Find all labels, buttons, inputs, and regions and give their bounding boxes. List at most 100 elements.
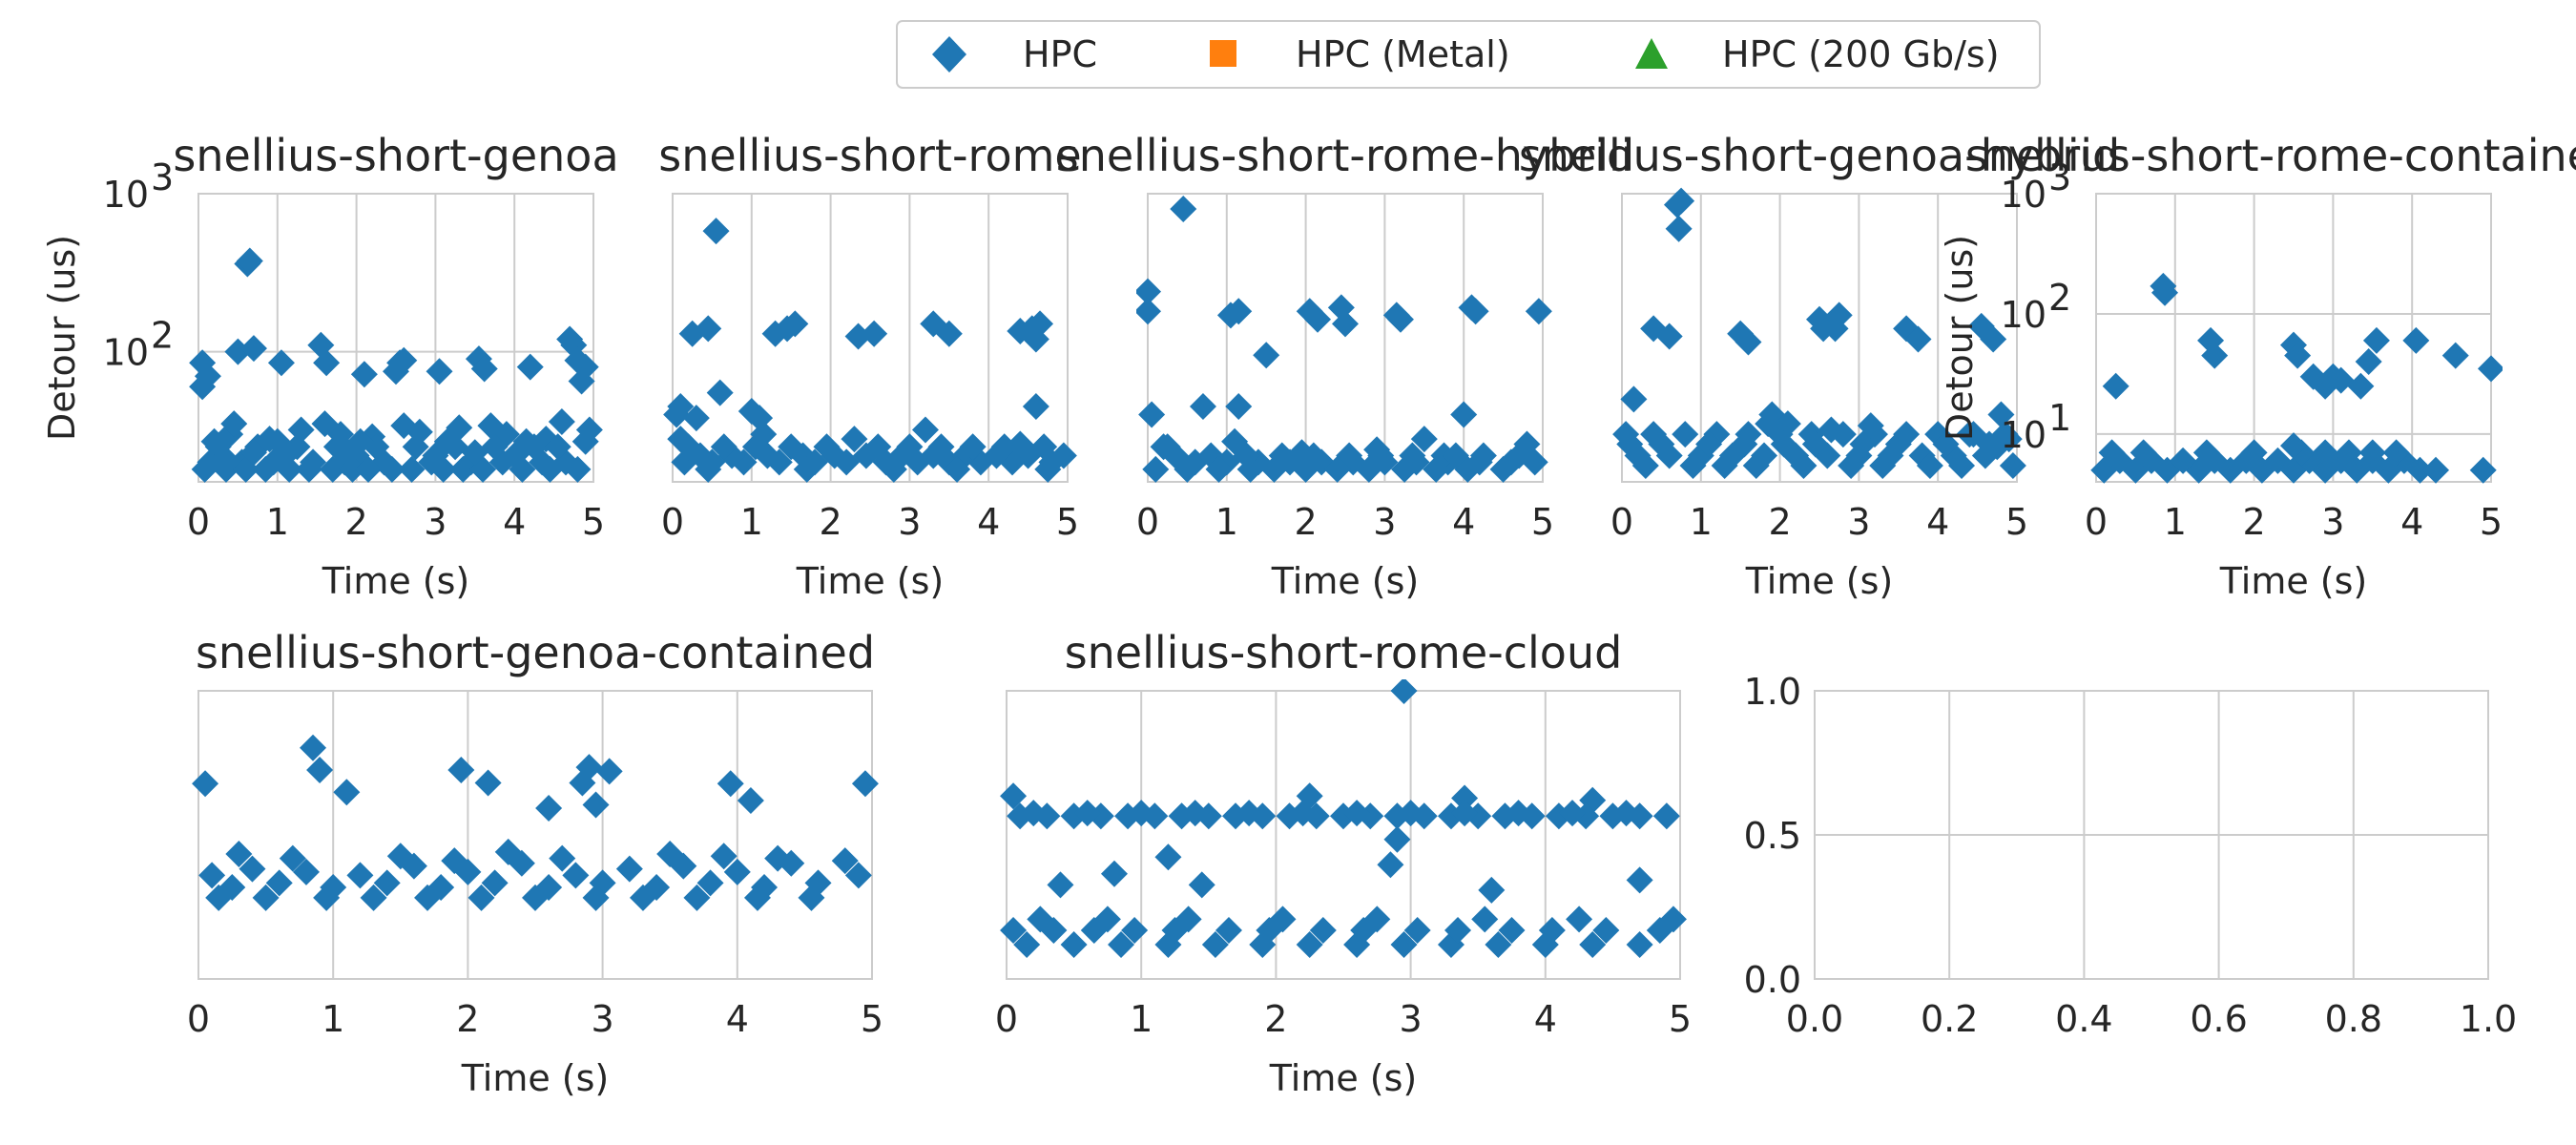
data-point xyxy=(252,884,280,911)
x-axis-label: Time (s) xyxy=(2219,560,2368,602)
data-point xyxy=(1154,843,1182,871)
data-point xyxy=(2335,439,2362,467)
data-point xyxy=(1655,323,1683,350)
data-point xyxy=(319,455,346,483)
data-point xyxy=(441,847,468,875)
data-point xyxy=(191,455,218,483)
data-point xyxy=(1538,917,1566,945)
data-point xyxy=(944,455,971,483)
y-axis-label: Detour (us) xyxy=(41,235,83,441)
data-point xyxy=(1559,800,1587,827)
x-tick-label: 4 xyxy=(726,998,749,1040)
data-point xyxy=(1999,452,2026,480)
data-point xyxy=(536,455,564,483)
data-point xyxy=(1225,298,1253,325)
data-point xyxy=(1987,401,2015,428)
y-tick-label: 10 xyxy=(2001,294,2046,336)
x-tick-label: 1.0 xyxy=(2460,998,2517,1040)
data-point xyxy=(1027,906,1054,933)
subplot-6: 0 1 2 3 4 5 snellius-short-genoa-contained Time… xyxy=(187,627,883,1099)
data-point xyxy=(263,427,291,455)
data-point xyxy=(1047,871,1074,899)
data-point xyxy=(1000,782,1028,810)
x-tick-label: 2 xyxy=(1295,501,1318,543)
x-tick-label: 5 xyxy=(1056,501,1079,543)
data-point xyxy=(220,410,248,438)
data-point xyxy=(1612,800,1640,827)
data-point xyxy=(2102,372,2129,400)
data-point xyxy=(505,439,532,467)
data-point xyxy=(1022,392,1049,420)
data-point xyxy=(1679,452,1707,480)
data-point xyxy=(378,455,405,483)
data-point xyxy=(1363,436,1391,464)
data-point xyxy=(1616,430,1644,458)
data-point xyxy=(1377,851,1404,879)
subplot-4: 0 1 2 3 4 5 snellius-short-genoa-hybrid Time (s… xyxy=(1519,130,2120,602)
data-point xyxy=(1742,452,1770,480)
series-hpc xyxy=(189,247,603,483)
data-point xyxy=(1391,455,1419,483)
data-point xyxy=(295,455,322,483)
x-tick-label: 4 xyxy=(977,501,1000,543)
data-point xyxy=(2358,439,2386,467)
legend: HPC HPC (Metal) HPC (200 Gb/s) xyxy=(896,20,2041,89)
data-point xyxy=(844,862,872,889)
data-point xyxy=(880,455,907,483)
data-point xyxy=(582,884,610,911)
data-point xyxy=(1980,325,2007,353)
data-point xyxy=(1884,430,1912,458)
data-point xyxy=(1659,906,1687,933)
data-point xyxy=(333,779,361,806)
data-point xyxy=(959,433,987,461)
data-point xyxy=(522,884,549,911)
legend-marker-hpc-diamond-icon xyxy=(932,36,966,73)
data-point xyxy=(1108,930,1135,958)
x-tick-label: 4 xyxy=(1534,998,1557,1040)
data-point xyxy=(549,844,576,872)
y-tick-label: 0.5 xyxy=(1744,815,1801,857)
x-tick-label: 1 xyxy=(1690,501,1713,543)
data-point xyxy=(737,787,764,815)
data-point xyxy=(239,439,267,467)
y-axis-label: Detour (us) xyxy=(1939,235,1981,441)
data-point xyxy=(1770,430,1797,458)
x-tick-label: 0 xyxy=(2085,501,2108,543)
data-point xyxy=(743,884,771,911)
data-point xyxy=(1731,430,1758,458)
data-point xyxy=(569,769,596,797)
data-point xyxy=(1027,310,1054,338)
data-point xyxy=(402,433,429,461)
x-tick-label: 3 xyxy=(1373,501,1396,543)
x-tick-label: 5 xyxy=(1531,501,1554,543)
data-point xyxy=(1932,430,1960,458)
x-tick-label: 3 xyxy=(898,501,921,543)
data-point xyxy=(1363,906,1391,933)
data-point xyxy=(2129,439,2157,467)
data-point xyxy=(1631,452,1659,480)
data-point xyxy=(2280,432,2307,460)
x-tick-label: 4 xyxy=(503,501,526,543)
data-point xyxy=(1073,800,1101,827)
x-axis-label: Time (s) xyxy=(1745,560,1894,602)
series-hpc xyxy=(2090,272,2503,484)
data-point xyxy=(467,884,495,911)
data-point xyxy=(350,361,378,388)
legend-marker-200gbs-triangle-icon xyxy=(1635,38,1668,69)
data-point xyxy=(831,847,859,875)
data-point xyxy=(461,439,488,467)
data-point xyxy=(1566,906,1593,933)
data-point xyxy=(239,855,266,883)
data-point xyxy=(1626,866,1653,894)
data-point xyxy=(239,335,267,363)
data-point xyxy=(1201,930,1229,958)
x-tick-label: 5 xyxy=(2005,501,2028,543)
plot-area xyxy=(1147,193,1544,483)
data-point xyxy=(695,455,722,483)
data-point xyxy=(764,844,792,872)
x-tick-label: 0.4 xyxy=(2055,998,2112,1040)
subplot-3: 0 1 2 3 4 5 snellius-short-rome-hybrid Time (s) xyxy=(1056,130,1635,602)
data-point xyxy=(1174,455,1201,483)
data-point xyxy=(535,794,563,822)
